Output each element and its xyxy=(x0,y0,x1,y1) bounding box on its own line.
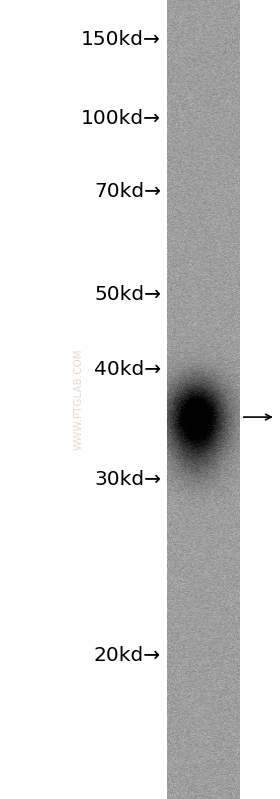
Text: 100kd→: 100kd→ xyxy=(81,109,161,128)
Text: 30kd→: 30kd→ xyxy=(94,470,161,489)
Text: 50kd→: 50kd→ xyxy=(94,284,161,304)
Text: 40kd→: 40kd→ xyxy=(94,360,161,379)
Text: 70kd→: 70kd→ xyxy=(94,182,161,201)
Text: 20kd→: 20kd→ xyxy=(94,646,161,665)
Text: WWW.PTGLAB.COM: WWW.PTGLAB.COM xyxy=(73,348,83,451)
Text: 150kd→: 150kd→ xyxy=(81,30,161,50)
